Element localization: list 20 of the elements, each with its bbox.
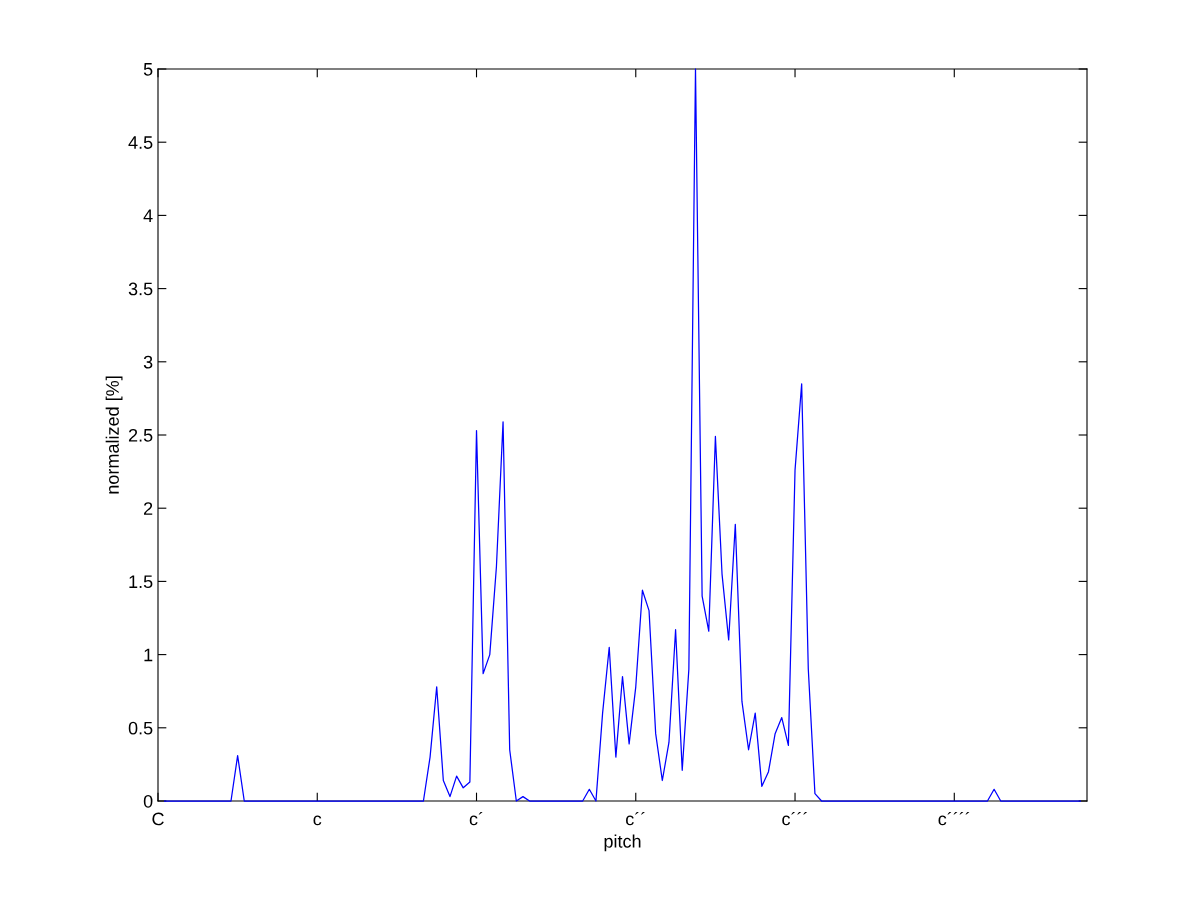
y-tick-label: 1.5 [129, 575, 153, 589]
y-axis-title: normalized [%] [105, 376, 123, 494]
y-tick-label: 4 [143, 209, 153, 222]
y-tick-label: 4.5 [128, 136, 153, 149]
x-tick-label: c´´ [626, 811, 645, 826]
x-axis-title: pitch [604, 834, 641, 852]
x-tick-label: c´ [469, 811, 483, 826]
y-tick-label: 0.5 [128, 721, 153, 735]
x-tick-label: c´´´ [782, 811, 807, 826]
y-tick-label: 3 [143, 355, 153, 369]
y-tick-label: 3.5 [128, 282, 153, 296]
x-tick-label: c [313, 815, 322, 826]
y-tick-label: 0 [143, 794, 153, 808]
y-tick-label: 1 [144, 648, 153, 662]
y-tick-label: 2 [144, 502, 153, 515]
y-tick-label: 5 [143, 63, 153, 76]
line-series [164, 68, 1081, 802]
x-tick-label: c´´´´ [938, 811, 970, 826]
x-tick-label: C [152, 812, 164, 826]
y-tick-label: 2.5 [128, 428, 153, 442]
